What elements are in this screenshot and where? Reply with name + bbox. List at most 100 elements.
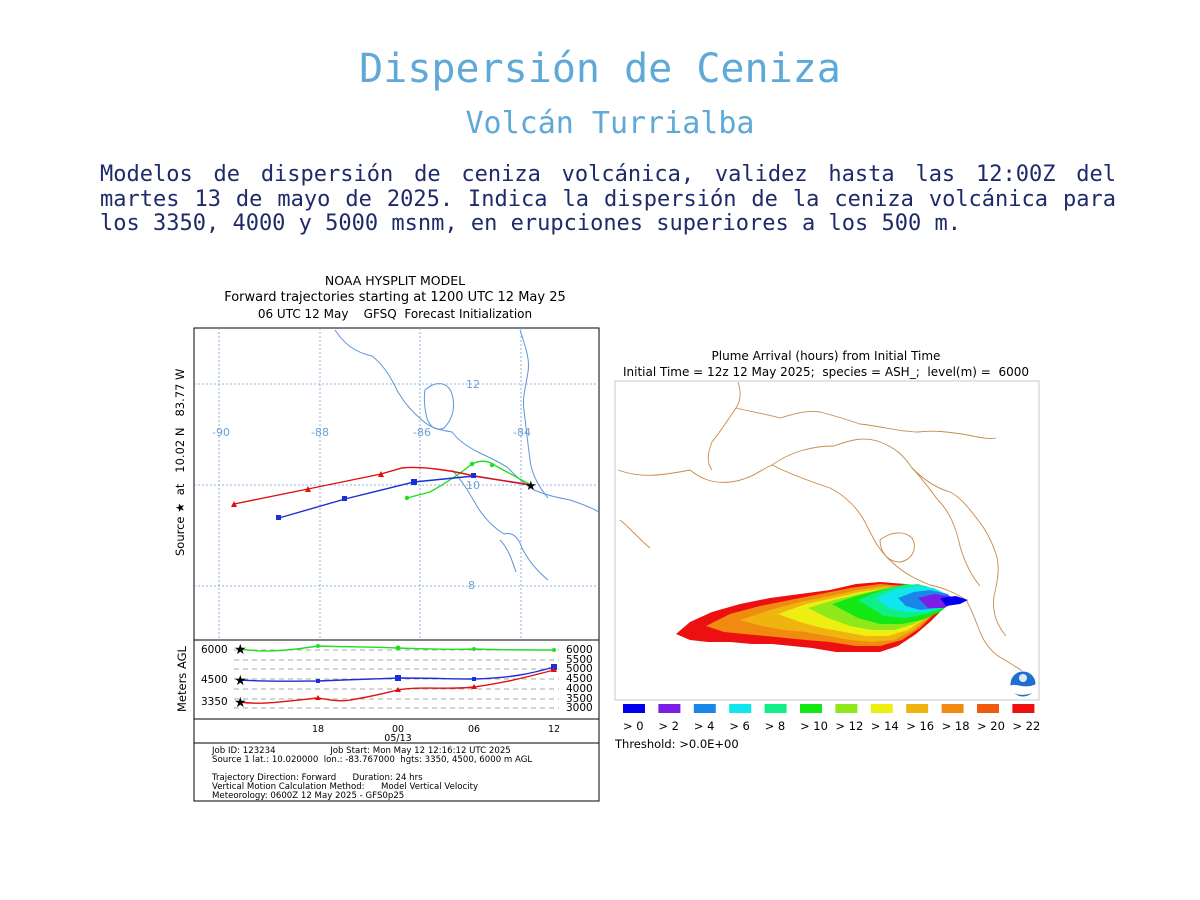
hysplit-title-2: Forward trajectories starting at 1200 UT… (224, 290, 566, 305)
vertical-gridlines (234, 649, 559, 709)
marker-6000 (395, 645, 401, 651)
plume-zone-0 (940, 596, 968, 606)
marker-4500 (411, 479, 417, 485)
source-label: Source ★ at 10.02 N 83.77 W (173, 369, 187, 556)
legend-label: > 12 (835, 719, 863, 733)
description-text: Modelos de dispersión de ceniza volcánic… (100, 162, 1116, 236)
legend-swatch (977, 704, 999, 713)
legend-swatch (623, 704, 645, 713)
marker-4500 (395, 675, 401, 681)
vertical-axis-label: Meters AGL (175, 645, 189, 712)
job-info-line: Vertical Motion Calculation Method: Mode… (212, 782, 478, 792)
plume-title-2: Initial Time = 12z 12 May 2025; species … (623, 365, 1029, 379)
legend-label: > 16 (906, 719, 934, 733)
lat-label-10: 10 (466, 479, 480, 492)
hysplit-gridlines (194, 328, 599, 640)
marker-4500 (342, 496, 347, 501)
marker-6000 (552, 648, 556, 652)
legend-swatch (729, 704, 752, 713)
legend-label: > 4 (694, 719, 715, 733)
marker-3350 (471, 684, 477, 689)
legend-swatch (835, 704, 858, 713)
source-star-icon: ★ (525, 479, 537, 494)
legend-label: > 18 (942, 719, 970, 733)
hysplit-title-3: 06 UTC 12 May GFSQ Forecast Initializati… (258, 307, 532, 321)
marker-4500 (276, 515, 281, 520)
right-height-label: 4000 (566, 683, 593, 695)
profile-markers (315, 644, 557, 700)
date-label: 05/13 (384, 733, 411, 744)
marker-6000 (489, 462, 495, 468)
plume-map-frame (614, 380, 1040, 701)
plume-legend: > 0 > 2 > 4 > 6 > 8 > 10 > 12 > 14 > 16 > 18 > 20 >… (623, 704, 1040, 733)
lat-label-12: 12 (466, 378, 480, 391)
marker-4500 (472, 677, 476, 681)
legend-swatch (1012, 704, 1035, 713)
threshold-label: Threshold: >0.0E+00 (614, 737, 739, 751)
left-height-3350: 3350 (201, 696, 228, 708)
right-height-label: 3000 (566, 702, 593, 714)
start-star-icon: ★ (234, 642, 247, 658)
left-height-6000: 6000 (201, 644, 228, 656)
left-height-4500: 4500 (201, 674, 228, 686)
profile-3350-line (239, 669, 555, 704)
legend-label: > 2 (658, 719, 679, 733)
right-height-label: 3500 (566, 693, 593, 705)
plume-title-1: Plume Arrival (hours) from Initial Time (712, 349, 941, 363)
job-info-box (193, 742, 600, 802)
job-info-line: Meteorology: 0600Z 12 May 2025 - GFS0p25 (212, 791, 404, 801)
legend-label: > 0 (623, 719, 644, 733)
legend-label: > 22 (1012, 719, 1040, 733)
lat-label-8: 8 (468, 579, 475, 592)
marker-6000 (469, 461, 475, 467)
time-label: 12 (548, 724, 560, 735)
job-info-line: Job ID: 123234 Job Start: Mon May 12 12:… (211, 746, 511, 756)
plume-coastline (617, 381, 1037, 681)
legend-label: > 20 (977, 719, 1005, 733)
hysplit-map-frame (193, 327, 600, 641)
lon-label-88: -88 (311, 426, 329, 439)
right-height-label: 6000 (566, 644, 593, 656)
marker-4500 (471, 473, 476, 478)
marker-3350 (305, 486, 311, 492)
marker-3350 (315, 695, 321, 700)
lon-label-90: -90 (212, 426, 230, 439)
time-axis-frame (193, 718, 600, 744)
right-height-label: 5000 (566, 663, 593, 675)
marker-6000 (404, 495, 410, 501)
marker-6000 (472, 647, 476, 651)
legend-swatch (658, 704, 681, 713)
job-info-line: Source 1 lat.: 10.020000 lon.: -83.76700… (212, 755, 532, 765)
hysplit-title-1: NOAA HYSPLIT MODEL (325, 273, 465, 288)
marker-4500 (316, 679, 320, 683)
lon-label-84: -84 (513, 426, 531, 439)
marker-3350 (395, 687, 401, 692)
time-label: 18 (312, 724, 324, 735)
legend-swatch (870, 704, 893, 713)
time-label: 00 (392, 724, 404, 735)
legend-label: > 14 (871, 719, 899, 733)
noaa-logo-icon (1009, 670, 1037, 698)
trajectory-markers (231, 461, 495, 520)
legend-swatch (906, 704, 929, 713)
page-subtitle: Volcán Turrialba (465, 106, 755, 141)
time-label: 06 (468, 724, 480, 735)
hysplit-trajectory-panel: NOAA HYSPLIT MODEL Forward trajectories … (173, 273, 600, 802)
right-height-label: 5500 (566, 654, 593, 666)
legend-swatch (693, 704, 716, 713)
legend-swatch (941, 704, 964, 713)
plume-ash-area (676, 582, 968, 652)
legend-label: > 6 (729, 719, 750, 733)
trajectory-3350-series (233, 466, 532, 505)
marker-3350 (231, 501, 237, 507)
legend-label: > 8 (765, 719, 786, 733)
job-info-line: Trajectory Direction: Forward Duration: … (211, 773, 423, 783)
start-star-icon: ★ (234, 673, 247, 689)
page-title: Dispersión de Ceniza (359, 46, 841, 92)
lon-label-86: -86 (413, 426, 431, 439)
hysplit-coastline (334, 329, 600, 581)
legend-swatch (800, 704, 822, 713)
marker-3350 (551, 667, 557, 672)
plume-arrival-panel: Plume Arrival (hours) from Initial Time … (614, 349, 1040, 751)
marker-3350 (378, 471, 384, 477)
